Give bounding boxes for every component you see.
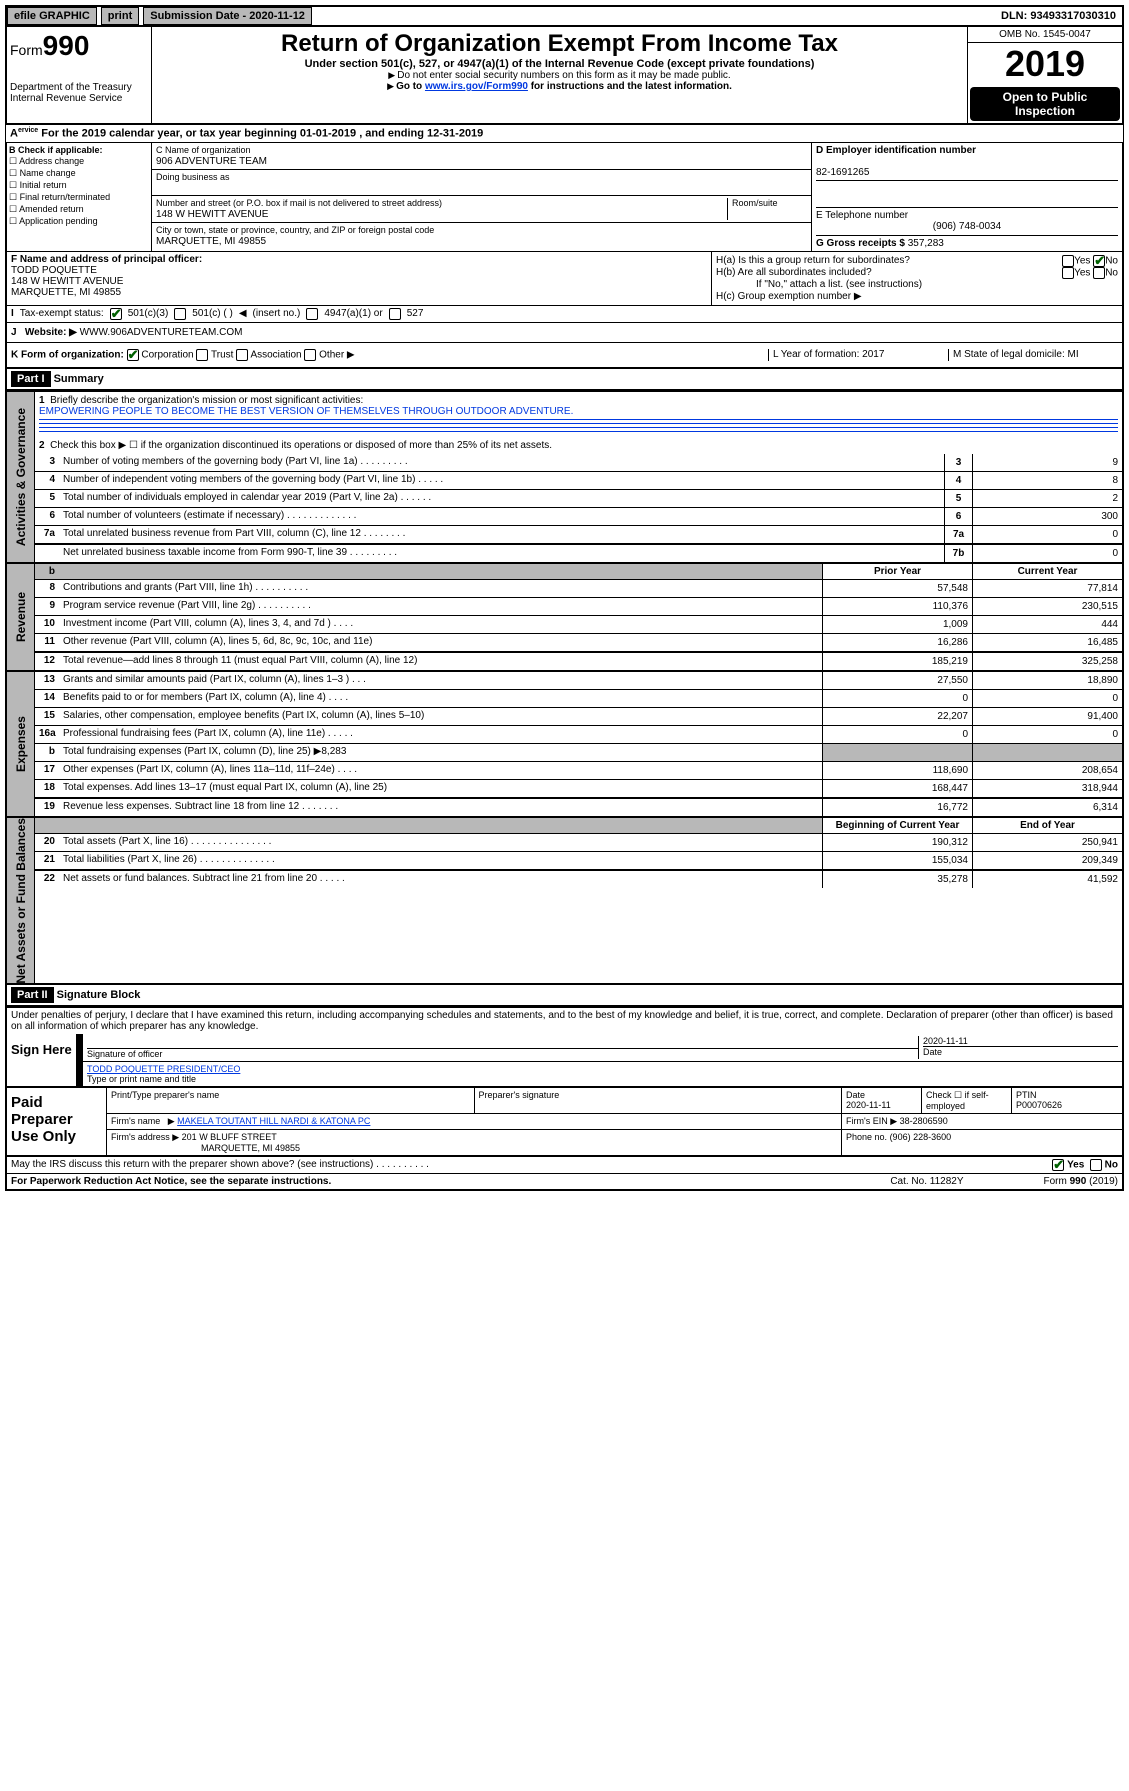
omb-number: OMB No. 1545-0047 [968,27,1122,43]
telephone: (906) 748-0034 [816,221,1118,232]
side-expenses: Expenses [7,672,35,816]
org-city: MARQUETTE, MI 49855 [156,236,266,247]
table-row: 4Number of independent voting members of… [35,472,1122,490]
form-header: Form990 Department of the Treasury Inter… [5,27,1124,125]
efile-label: efile GRAPHIC [7,7,97,25]
box-c: C Name of organization906 ADVENTURE TEAM… [152,143,812,251]
box-j: J Website: ▶ WWW.906ADVENTURETEAM.COM [5,323,1124,343]
part1-header: Part I [11,371,51,387]
table-row: 18Total expenses. Add lines 13–17 (must … [35,780,1122,798]
table-row: 3Number of voting members of the governi… [35,454,1122,472]
org-name: 906 ADVENTURE TEAM [156,156,267,167]
dept-label: Department of the Treasury Internal Reve… [10,82,148,104]
table-row: 15Salaries, other compensation, employee… [35,708,1122,726]
declaration: Under penalties of perjury, I declare th… [5,1008,1124,1034]
table-row: 9Program service revenue (Part VIII, lin… [35,598,1122,616]
table-row: 7aTotal unrelated business revenue from … [35,526,1122,544]
part2-header: Part II [11,987,54,1003]
side-governance: Activities & Governance [7,392,35,562]
table-row: 19Revenue less expenses. Subtract line 1… [35,798,1122,816]
side-net: Net Assets or Fund Balances [7,818,35,984]
tax-year: 2019 [968,43,1122,85]
table-row: 11Other revenue (Part VIII, column (A), … [35,634,1122,652]
side-revenue: Revenue [7,564,35,670]
table-row: 22Net assets or fund balances. Subtract … [35,870,1122,888]
table-row: 8Contributions and grants (Part VIII, li… [35,580,1122,598]
table-row: 13Grants and similar amounts paid (Part … [35,672,1122,690]
box-h: H(a) Is this a group return for subordin… [712,252,1122,305]
gross-receipts: 357,283 [908,238,944,249]
box-k: K Form of organization: Corporation Trus… [5,343,1124,369]
table-row: 5Total number of individuals employed in… [35,490,1122,508]
box-d: D Employer identification number82-16912… [812,143,1122,251]
tax-period: For the 2019 calendar year, or tax year … [41,128,483,140]
table-row: 17Other expenses (Part IX, column (A), l… [35,762,1122,780]
website: WWW.906ADVENTURETEAM.COM [80,327,243,338]
table-row: Net unrelated business taxable income fr… [35,544,1122,562]
mission-text: EMPOWERING PEOPLE TO BECOME THE BEST VER… [39,406,1118,420]
submission-date: Submission Date - 2020-11-12 [143,7,312,25]
form-label: Form [10,42,43,58]
print-button[interactable]: print [101,7,139,25]
box-i: I Tax-exempt status: 501(c)(3) 501(c) ( … [5,306,1124,323]
table-row: 14Benefits paid to or for members (Part … [35,690,1122,708]
dln: DLN: 93493317030310 [995,8,1122,24]
top-toolbar: efile GRAPHIC print Submission Date - 20… [5,5,1124,27]
box-f: F Name and address of principal officer:… [7,252,712,305]
table-row: 6Total number of volunteers (estimate if… [35,508,1122,526]
table-row: 16aProfessional fundraising fees (Part I… [35,726,1122,744]
footer: For Paperwork Reduction Act Notice, see … [5,1174,1124,1191]
table-row: 10Investment income (Part VIII, column (… [35,616,1122,634]
table-row: 12Total revenue—add lines 8 through 11 (… [35,652,1122,670]
form-title: Return of Organization Exempt From Incom… [155,30,964,58]
org-address: 148 W HEWITT AVENUE [156,209,268,220]
ein: 82-1691265 [816,167,869,178]
open-public: Open to Public Inspection [970,87,1120,121]
officer-name[interactable]: TODD POQUETTE PRESIDENT/CEO [87,1064,240,1074]
paid-preparer: Paid Preparer Use Only Print/Type prepar… [5,1088,1124,1157]
table-row: 21Total liabilities (Part X, line 26) . … [35,852,1122,870]
irs-link[interactable]: www.irs.gov/Form990 [425,81,528,92]
firm-name[interactable]: MAKELA TOUTANT HILL NARDI & KATONA PC [177,1116,370,1126]
form-number: 990 [43,30,90,61]
subtitle-1: Under section 501(c), 527, or 4947(a)(1)… [155,58,964,70]
subtitle-2: Do not enter social security numbers on … [155,70,964,81]
table-row: bTotal fundraising expenses (Part IX, co… [35,744,1122,762]
sign-block: Sign Here Signature of officer2020-11-11… [5,1034,1124,1088]
box-b: B Check if applicable: ☐ Address change … [7,143,152,251]
table-row: 20Total assets (Part X, line 16) . . . .… [35,834,1122,852]
